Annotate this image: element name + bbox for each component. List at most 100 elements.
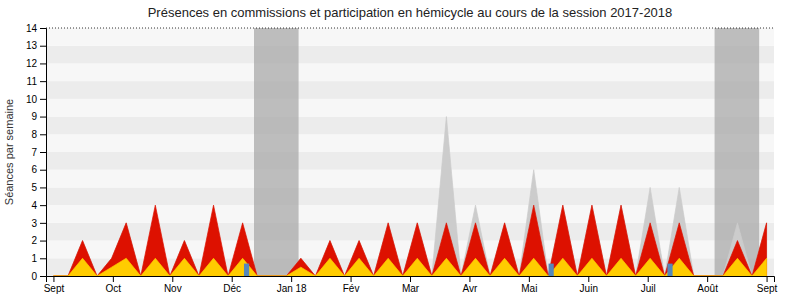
area	[53, 117, 766, 276]
grid-band	[46, 28, 774, 46]
x-tick: Mar	[402, 276, 420, 294]
y-tick: 5	[31, 182, 46, 193]
y-tick-mark	[40, 81, 46, 82]
x-tick-label: Fév	[343, 283, 360, 294]
bar	[667, 264, 672, 276]
y-tick-label: 2	[31, 235, 37, 246]
y-tick-mark	[40, 187, 46, 188]
x-tick-mark	[113, 276, 114, 282]
y-tick-mark	[40, 241, 46, 242]
grid-band	[46, 46, 774, 64]
y-axis: 01234567891011121314	[26, 23, 47, 282]
x-tick: Juil	[641, 276, 656, 294]
y-tick-label: 5	[31, 182, 37, 193]
y-tick-mark	[40, 28, 46, 29]
y-tick-mark	[40, 205, 46, 206]
grid-band	[46, 187, 774, 205]
x-tick-label: Mai	[521, 283, 537, 294]
y-tick-label: 9	[31, 111, 37, 122]
x-tick-label: Déc	[223, 283, 241, 294]
y-tick-mark	[40, 117, 46, 118]
x-tick-mark	[291, 276, 292, 282]
y-tick: 10	[26, 94, 46, 105]
title: Présences en commissions et participatio…	[148, 5, 673, 20]
x-tick: Sept	[44, 276, 65, 294]
y-tick: 14	[26, 23, 46, 34]
y-tick: 3	[31, 218, 46, 229]
reference-line	[46, 28, 774, 29]
x-tick-mark	[53, 276, 54, 282]
x-tick-mark	[469, 276, 470, 282]
y-tick-label: 10	[26, 94, 38, 105]
y-tick: 8	[31, 129, 46, 140]
x-axis: Sept Oct Nov Déc Jan 18 Fév Mar Avr Mai Juin Juil A…	[44, 276, 778, 294]
y-tick-mark	[40, 258, 46, 259]
y-axis-line	[40, 29, 47, 277]
x-tick-label: Août	[697, 283, 718, 294]
y-tick: 11	[27, 76, 46, 87]
y-tick-mark	[40, 223, 46, 224]
y-tick-mark	[40, 170, 46, 171]
x-tick: Août	[697, 276, 718, 294]
x-tick-mark	[351, 276, 352, 282]
bar	[244, 264, 249, 276]
y-tick-label: 12	[26, 58, 38, 69]
y-tick-label: 0	[31, 271, 37, 282]
y-tick-label: 11	[27, 76, 38, 87]
y-tick-mark	[40, 152, 46, 153]
y-tick-mark	[40, 63, 46, 64]
y-tick-label: 4	[31, 200, 37, 211]
y-tick-mark	[40, 99, 46, 100]
y-tick-label: 14	[26, 23, 38, 34]
grid-band	[46, 117, 774, 135]
y-tick-label: 6	[31, 164, 37, 175]
grid-band	[46, 99, 774, 117]
y-tick: 12	[26, 58, 46, 69]
grid-band	[46, 81, 774, 99]
x-tick: Nov	[164, 276, 182, 294]
y-tick-label: 1	[31, 253, 37, 264]
area	[53, 205, 766, 276]
x-tick-label: Mar	[402, 283, 420, 294]
y-tick-mark	[40, 134, 46, 135]
y-tick: 4	[31, 200, 46, 211]
x-tick: Avr	[463, 276, 478, 294]
x-tick-mark	[767, 276, 768, 282]
x-tick-label: Jan 18	[277, 283, 307, 294]
x-tick-label: Juil	[641, 283, 656, 294]
x-tick: Mai	[521, 276, 537, 294]
x-tick-mark	[529, 276, 530, 282]
grid-band	[46, 134, 774, 152]
x-tick-mark	[648, 276, 649, 282]
shaded-range	[254, 28, 299, 276]
x-tick-label: Juin	[580, 283, 598, 294]
x-tick-label: Sept	[44, 283, 65, 294]
grid-band	[46, 152, 774, 170]
y-tick-mark	[40, 276, 46, 277]
y-tick: 13	[26, 40, 46, 51]
x-axis-line	[47, 277, 775, 283]
x-tick-mark	[410, 276, 411, 282]
grid-band	[46, 170, 774, 188]
x-tick-mark	[588, 276, 589, 282]
y-tick-label: 7	[31, 147, 37, 158]
x-tick: Oct	[106, 276, 122, 294]
x-tick: Jan 18	[277, 276, 307, 294]
x-tick-mark	[172, 276, 173, 282]
y-tick-mark	[40, 46, 46, 47]
x-tick-mark	[232, 276, 233, 282]
x-tick-label: Sept	[757, 283, 778, 294]
x-tick-label: Nov	[164, 283, 182, 294]
y-tick: 6	[31, 164, 46, 175]
plot-area	[53, 28, 766, 276]
y-tick: 2	[31, 235, 46, 246]
grid-band	[46, 63, 774, 81]
x-tick: Juin	[580, 276, 598, 294]
x-tick-mark	[707, 276, 708, 282]
area	[53, 258, 766, 276]
y-tick-label: 13	[26, 40, 38, 51]
y-axis-title: Séances par semaine	[3, 99, 15, 205]
x-tick: Sept	[757, 276, 778, 294]
grid	[46, 28, 774, 276]
y-tick: 0	[31, 271, 46, 282]
